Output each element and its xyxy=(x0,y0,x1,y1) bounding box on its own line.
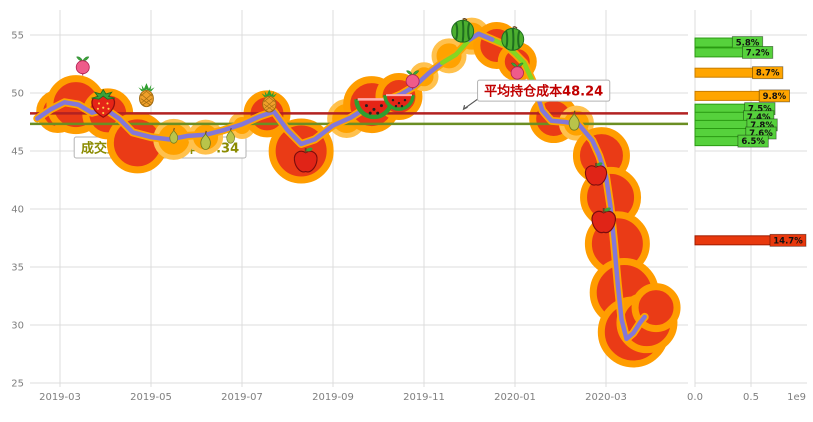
volume-bar-label-box xyxy=(758,89,791,103)
avg-cost-label: 平均持仓成本48.24 xyxy=(462,79,611,111)
price-line xyxy=(467,31,495,42)
callout-text: 平均持仓成本48.24 xyxy=(484,84,603,100)
price-line-halo xyxy=(33,29,649,343)
volume-bar-label: 14.7% xyxy=(773,236,803,246)
price-line-group xyxy=(33,29,649,343)
y-tick-label: 50 xyxy=(11,89,24,100)
annotations-front: 平均持仓成本48.24 xyxy=(462,79,611,111)
volume-bar-label: 7.8% xyxy=(750,121,774,131)
volume-bar-label: 7.2% xyxy=(746,48,770,58)
volume-bar xyxy=(694,90,763,101)
radish-icon xyxy=(75,56,90,76)
volume-bar-label: 7.6% xyxy=(749,129,773,139)
x-tick-label: 2019-03 xyxy=(39,392,81,403)
x-tick-label: 2019-05 xyxy=(130,392,172,403)
volume-blobs xyxy=(36,17,681,368)
x-tick-label: 2019-09 xyxy=(312,392,354,403)
y-tick-label: 45 xyxy=(11,147,24,158)
axis-scale-note: 1e9 xyxy=(787,392,806,403)
volume-bar-label: 8.7% xyxy=(756,69,780,79)
volume-bar-label: 7.5% xyxy=(748,105,772,115)
volume-bar xyxy=(694,136,742,147)
y-tick-label: 40 xyxy=(11,205,24,216)
volume-bar-label: 6.5% xyxy=(741,137,765,147)
volume-bar-label: 9.8% xyxy=(763,92,787,102)
watermelon-slice-icon xyxy=(383,93,415,111)
pineapple-icon xyxy=(137,82,156,108)
volume-bar-label-box xyxy=(737,134,769,148)
x-tick-label: 2020-01 xyxy=(494,392,536,403)
volume-bar xyxy=(694,37,736,48)
volume-bar xyxy=(694,67,756,78)
x-tick-label: 2019-07 xyxy=(221,392,263,403)
x-tick-label: 2020-03 xyxy=(585,392,627,403)
callout-box xyxy=(477,79,611,102)
y-tick-label: 30 xyxy=(11,321,24,332)
volume-bar-label: 7.4% xyxy=(747,113,771,123)
y-tick-label: 25 xyxy=(11,379,24,390)
x-tick-label: 0.5 xyxy=(743,392,759,403)
y-tick-label: 35 xyxy=(11,263,24,274)
y-tick-label: 55 xyxy=(11,31,24,42)
x-tick-label: 0.0 xyxy=(687,392,703,403)
volume-bar-label: 5.8% xyxy=(736,39,760,49)
volume-bar-label-box xyxy=(752,66,784,80)
volume-bar-label-box xyxy=(769,233,807,247)
callout-arrow xyxy=(462,98,478,111)
volume-bar xyxy=(694,47,746,58)
axis-labels: 25 30 35 40 45 50 55 2019-03 2019-05 2019-07 2019-… xyxy=(11,31,806,404)
x-tick-label: 2019-11 xyxy=(403,392,445,403)
side-volume-bars: 5.8%7.2% 8.7% 9.8% 7.5%7.4%7.8%7.6%6.5% 14.7… xyxy=(694,36,807,247)
price-line xyxy=(35,31,647,342)
volume-bar-label-box xyxy=(742,46,774,59)
